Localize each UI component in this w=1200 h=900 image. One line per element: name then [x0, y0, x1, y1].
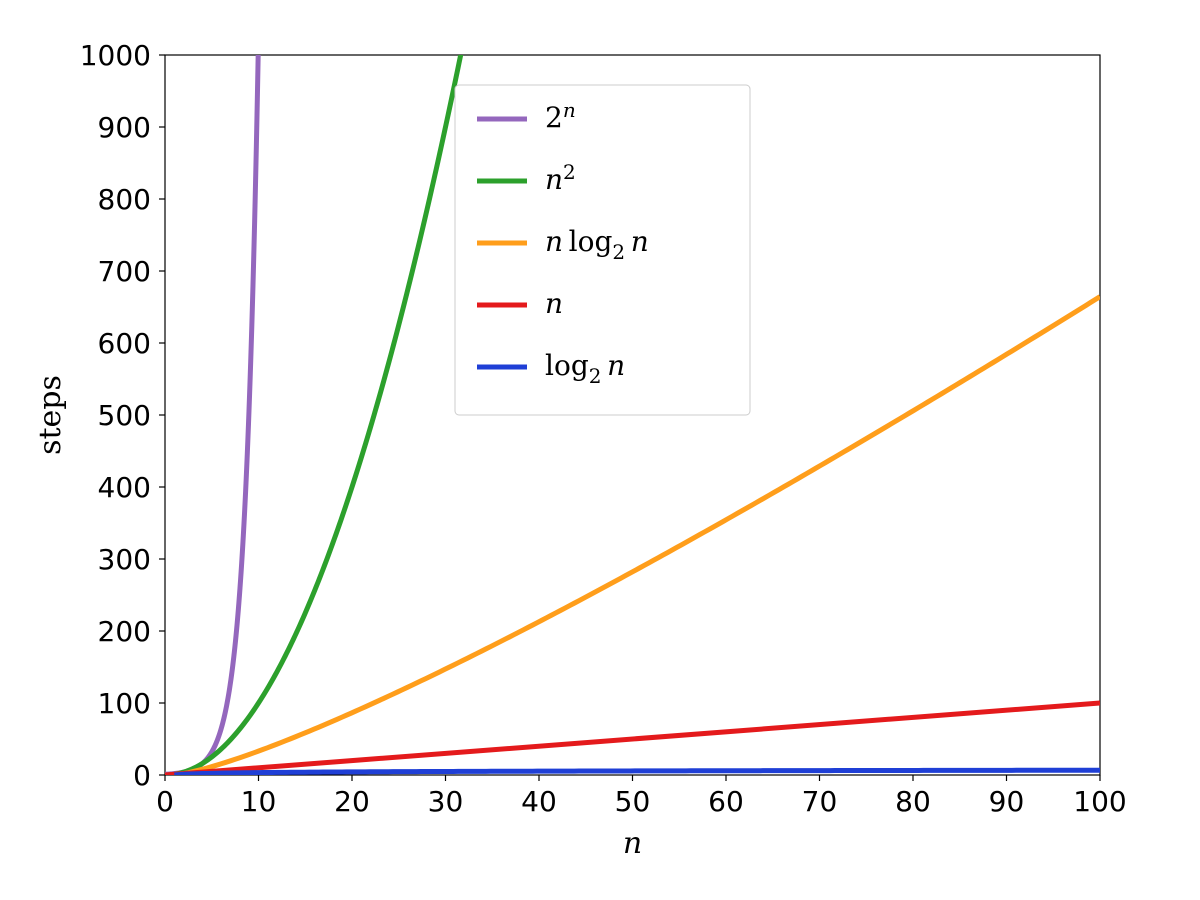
complexity-chart: 0 10 20 30 40 50 60 70 80 90 100 n 0 100 200 300 400 500 6…: [0, 0, 1200, 900]
x-tick-label: 60: [708, 785, 744, 818]
x-axis-label: n: [623, 826, 642, 861]
x-tick-label: 100: [1073, 785, 1126, 818]
legend-label-linear_n: n: [545, 287, 563, 320]
y-tick-label: 500: [98, 399, 151, 432]
x-tick-label: 10: [241, 785, 277, 818]
y-tick-label: 0: [133, 759, 151, 792]
x-tick-label: 30: [428, 785, 464, 818]
y-tick-label: 600: [98, 327, 151, 360]
y-tick-label: 800: [98, 183, 151, 216]
y-tick-label: 700: [98, 255, 151, 288]
x-tick-label: 20: [334, 785, 370, 818]
legend: 2nn2n log2 nnlog2 n: [455, 85, 750, 415]
x-tick-label: 50: [615, 785, 651, 818]
x-tick-label: 80: [895, 785, 931, 818]
y-tick-label: 1000: [80, 39, 151, 72]
y-axis-label: steps: [33, 375, 68, 455]
y-tick-label: 900: [98, 111, 151, 144]
chart-container: 0 10 20 30 40 50 60 70 80 90 100 n 0 100 200 300 400 500 6…: [0, 0, 1200, 900]
x-tick-label: 90: [989, 785, 1025, 818]
y-tick-label: 400: [98, 471, 151, 504]
y-tick-label: 100: [98, 687, 151, 720]
x-tick-label: 0: [156, 785, 174, 818]
y-tick-label: 200: [98, 615, 151, 648]
x-tick-label: 70: [802, 785, 838, 818]
x-tick-label: 40: [521, 785, 557, 818]
y-tick-label: 300: [98, 543, 151, 576]
